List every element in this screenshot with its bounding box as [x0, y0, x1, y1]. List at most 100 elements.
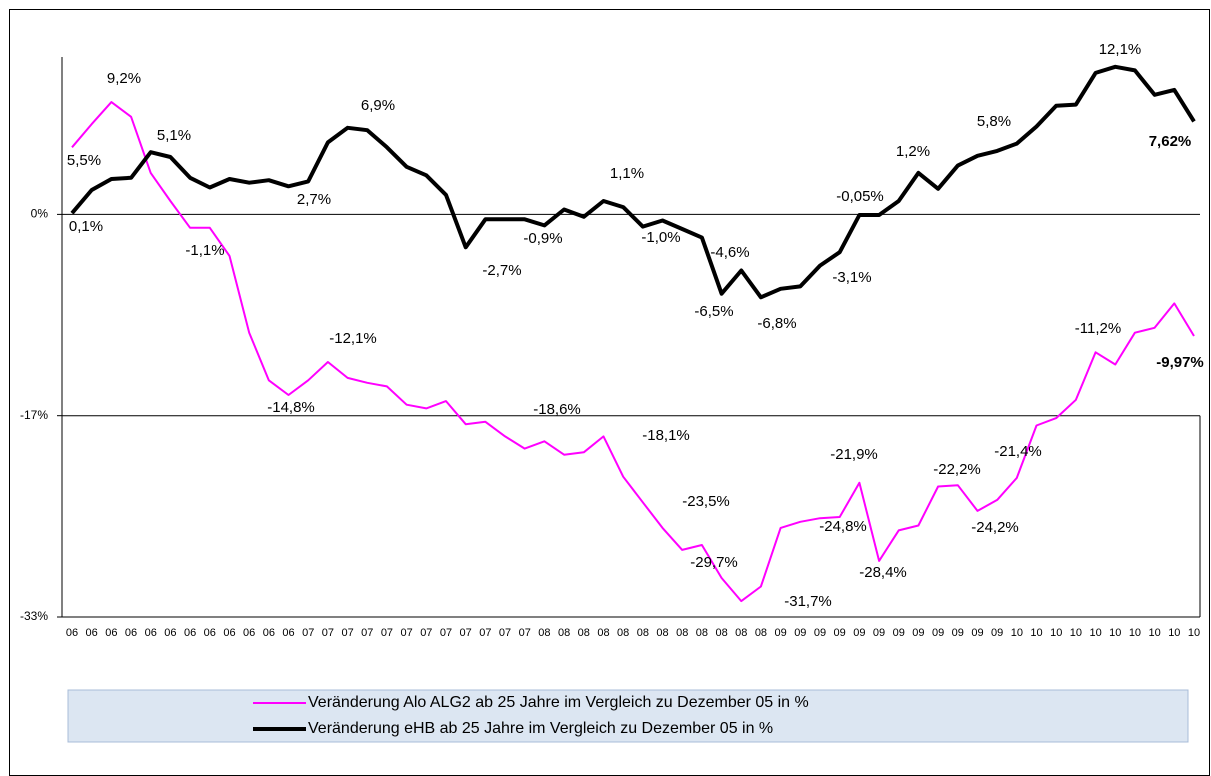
- annotation: -0,05%: [836, 188, 884, 205]
- annotation: 2,7%: [297, 191, 331, 208]
- x-tick-label: 08: [578, 627, 590, 639]
- x-tick-label: 06: [282, 627, 294, 639]
- x-tick-label: 06: [105, 627, 117, 639]
- annotation: 1,1%: [610, 165, 644, 182]
- annotation: 9,2%: [107, 70, 141, 87]
- x-tick-label: 08: [597, 627, 609, 639]
- x-tick-label: 10: [1011, 627, 1023, 639]
- annotation: -31,7%: [784, 593, 832, 610]
- x-tick-label: 07: [341, 627, 353, 639]
- annotation: -1,0%: [641, 229, 680, 246]
- x-tick-label: 09: [853, 627, 865, 639]
- x-tick-label: 07: [519, 627, 531, 639]
- annotation: -11,2%: [1075, 320, 1121, 337]
- legend-label: Veränderung Alo ALG2 ab 25 Jahre im Verg…: [308, 694, 809, 711]
- y-tick-label: -33%: [20, 609, 48, 623]
- legend-label: Veränderung eHB ab 25 Jahre im Vergleich…: [308, 720, 773, 737]
- annotation: 0,1%: [69, 218, 103, 235]
- x-tick-label: 07: [499, 627, 511, 639]
- x-tick-label: 10: [1089, 627, 1101, 639]
- x-tick-label: 08: [676, 627, 688, 639]
- y-tick-label: 0%: [31, 207, 49, 221]
- x-tick-label: 07: [401, 627, 413, 639]
- annotation: 6,9%: [361, 97, 395, 114]
- annotation: -23,5%: [682, 493, 730, 510]
- annotation: -28,4%: [859, 564, 907, 581]
- x-tick-label: 07: [479, 627, 491, 639]
- annotation: -21,4%: [994, 443, 1042, 460]
- x-tick-label: 10: [1188, 627, 1200, 639]
- x-tick-label: 06: [263, 627, 275, 639]
- x-tick-label: 06: [66, 627, 78, 639]
- x-tick-label: 09: [873, 627, 885, 639]
- series-line: [70, 64, 1196, 300]
- x-tick-label: 10: [1050, 627, 1062, 639]
- series-line: [71, 101, 1195, 603]
- annotation: 7,62%: [1149, 133, 1192, 150]
- x-tick-label: 07: [381, 627, 393, 639]
- x-tick-label: 10: [1030, 627, 1042, 639]
- annotation: -3,1%: [832, 269, 871, 286]
- x-tick-label: 10: [1070, 627, 1082, 639]
- x-tick-label: 10: [1129, 627, 1141, 639]
- x-tick-label: 09: [971, 627, 983, 639]
- annotation: 1,2%: [896, 143, 930, 160]
- y-tick-label: -17%: [20, 408, 48, 422]
- annotation: -29,7%: [690, 554, 738, 571]
- x-tick-label: 09: [912, 627, 924, 639]
- annotation: -24,2%: [971, 519, 1019, 536]
- annotation: 5,1%: [157, 127, 191, 144]
- x-tick-label: 06: [243, 627, 255, 639]
- x-tick-label: 08: [735, 627, 747, 639]
- legend-box: [67, 689, 1189, 743]
- x-tick-label: 06: [86, 627, 98, 639]
- annotation: -1,1%: [185, 242, 224, 259]
- annotation: -9,97%: [1156, 354, 1204, 371]
- annotation: -22,2%: [933, 461, 981, 478]
- annotation: 5,5%: [67, 152, 101, 169]
- annotation: -14,8%: [267, 399, 315, 416]
- x-tick-label: 09: [991, 627, 1003, 639]
- x-tick-label: 09: [932, 627, 944, 639]
- x-tick-label: 08: [656, 627, 668, 639]
- annotation: -24,8%: [819, 518, 867, 535]
- x-tick-label: 07: [302, 627, 314, 639]
- annotation: -21,9%: [830, 446, 878, 463]
- x-tick-label: 09: [834, 627, 846, 639]
- x-tick-label: 08: [696, 627, 708, 639]
- frame: [9, 9, 1210, 776]
- x-tick-label: 06: [184, 627, 196, 639]
- x-tick-label: 08: [715, 627, 727, 639]
- x-tick-label: 06: [223, 627, 235, 639]
- x-tick-label: 09: [775, 627, 787, 639]
- x-tick-label: 08: [558, 627, 570, 639]
- annotation: -18,6%: [533, 401, 581, 418]
- x-tick-label: 07: [460, 627, 472, 639]
- x-tick-label: 06: [164, 627, 176, 639]
- x-tick-label: 09: [794, 627, 806, 639]
- x-tick-label: 08: [617, 627, 629, 639]
- x-tick-label: 10: [1109, 627, 1121, 639]
- x-tick-label: 09: [893, 627, 905, 639]
- annotation: 12,1%: [1099, 41, 1142, 58]
- x-tick-label: 08: [755, 627, 767, 639]
- x-tick-label: 10: [1149, 627, 1161, 639]
- x-tick-label: 09: [814, 627, 826, 639]
- x-tick-label: 08: [538, 627, 550, 639]
- annotation: -4,6%: [710, 244, 749, 261]
- x-tick-label: 09: [952, 627, 964, 639]
- x-tick-label: 10: [1168, 627, 1180, 639]
- x-tick-label: 07: [440, 627, 452, 639]
- annotation: -6,8%: [757, 315, 796, 332]
- annotation: -0,9%: [523, 230, 562, 247]
- x-tick-label: 06: [125, 627, 137, 639]
- x-tick-label: 07: [420, 627, 432, 639]
- x-tick-label: 06: [145, 627, 157, 639]
- x-tick-label: 08: [637, 627, 649, 639]
- annotation: -6,5%: [694, 303, 733, 320]
- annotation: -12,1%: [329, 330, 377, 347]
- annotation: -2,7%: [482, 262, 521, 279]
- x-tick-label: 07: [322, 627, 334, 639]
- annotation: 5,8%: [977, 113, 1011, 130]
